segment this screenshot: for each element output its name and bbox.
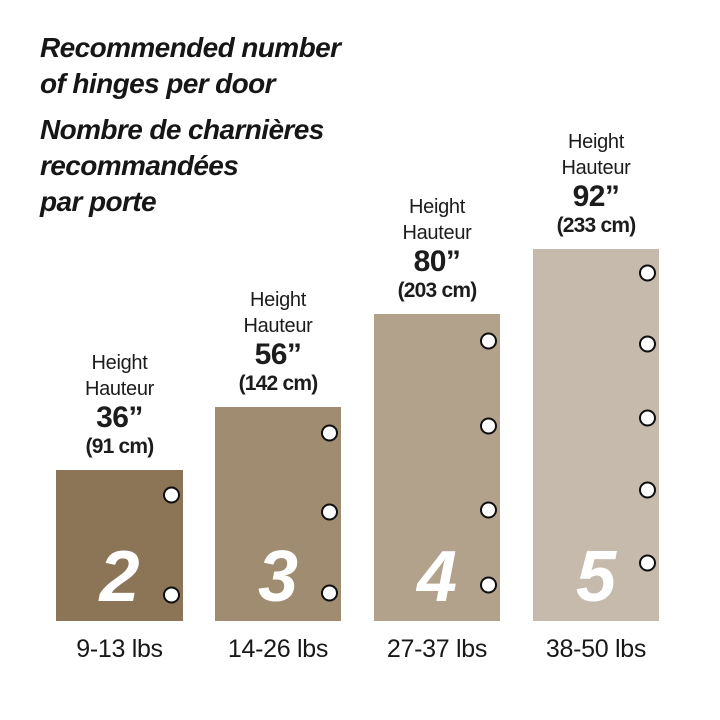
height-label-en: Height — [408, 196, 465, 218]
door-bar: 3 — [215, 407, 341, 621]
height-label-en: Height — [249, 289, 306, 311]
height-label-fr: Hauteur — [243, 315, 313, 337]
title-en: Recommended number of hinges per door — [40, 32, 341, 99]
height-label-fr: Hauteur — [402, 222, 472, 244]
door-height-header: Height Hauteur 92” (233 cm) — [556, 129, 637, 239]
weight-range-label: 38-50 lbs — [545, 635, 647, 663]
hinge-count-number: 2 — [99, 537, 140, 617]
height-inches-value: 80” — [413, 245, 461, 278]
hinge-count-number: 3 — [257, 537, 299, 617]
hinge-icon — [480, 417, 497, 435]
height-label-fr: Hauteur — [84, 378, 155, 400]
hinge-icon — [639, 409, 656, 427]
height-inches-value: 36” — [96, 401, 143, 434]
height-inches-value: 92” — [572, 180, 620, 213]
hinge-icon — [321, 503, 338, 521]
hinge-icon — [480, 576, 497, 594]
hinge-icon — [480, 501, 497, 519]
title-fr: Nombre de charnières recommandées par po… — [40, 114, 324, 217]
door-height-header: Height Hauteur 36” (91 cm) — [85, 350, 154, 460]
door-column: Height Hauteur 80” (203 cm) 4 27-37 lbs — [374, 194, 500, 664]
hinge-count-number: 5 — [575, 537, 617, 617]
height-cm-value: (203 cm) — [397, 279, 478, 302]
door-height-header: Height Hauteur 56” (142 cm) — [238, 287, 319, 397]
weight-range-label: 14-26 lbs — [227, 635, 329, 663]
height-label-en: Height — [91, 352, 148, 374]
hinge-count-number: 4 — [416, 537, 458, 617]
height-cm-value: (233 cm) — [556, 214, 637, 237]
hinge-icon — [639, 335, 656, 353]
hinge-icon — [163, 486, 180, 504]
door-column: Height Hauteur 56” (142 cm) 3 14-26 lbs — [215, 287, 341, 664]
hinge-icon — [480, 332, 497, 350]
hinge-icon — [639, 481, 656, 499]
weight-range-label: 9-13 lbs — [76, 635, 163, 663]
height-label-fr: Hauteur — [561, 157, 631, 179]
door-bar: 2 — [56, 470, 183, 621]
height-cm-value: (142 cm) — [238, 372, 319, 395]
door-bar: 5 — [533, 249, 659, 621]
door-column: Height Hauteur 36” (91 cm) 2 9-13 lbs — [56, 350, 183, 664]
height-inches-value: 56” — [254, 338, 302, 371]
hinge-icon — [639, 554, 656, 572]
weight-range-label: 27-37 lbs — [386, 635, 488, 663]
door-bar: 4 — [374, 314, 500, 621]
height-cm-value: (91 cm) — [85, 435, 155, 458]
hinge-icon — [321, 424, 338, 442]
hinge-icon — [163, 586, 180, 604]
door-column: Height Hauteur 92” (233 cm) 5 38-50 lbs — [533, 129, 659, 664]
door-height-header: Height Hauteur 80” (203 cm) — [397, 194, 478, 304]
hinge-icon — [321, 584, 338, 602]
height-label-en: Height — [567, 131, 624, 153]
hinge-icon — [639, 264, 656, 282]
